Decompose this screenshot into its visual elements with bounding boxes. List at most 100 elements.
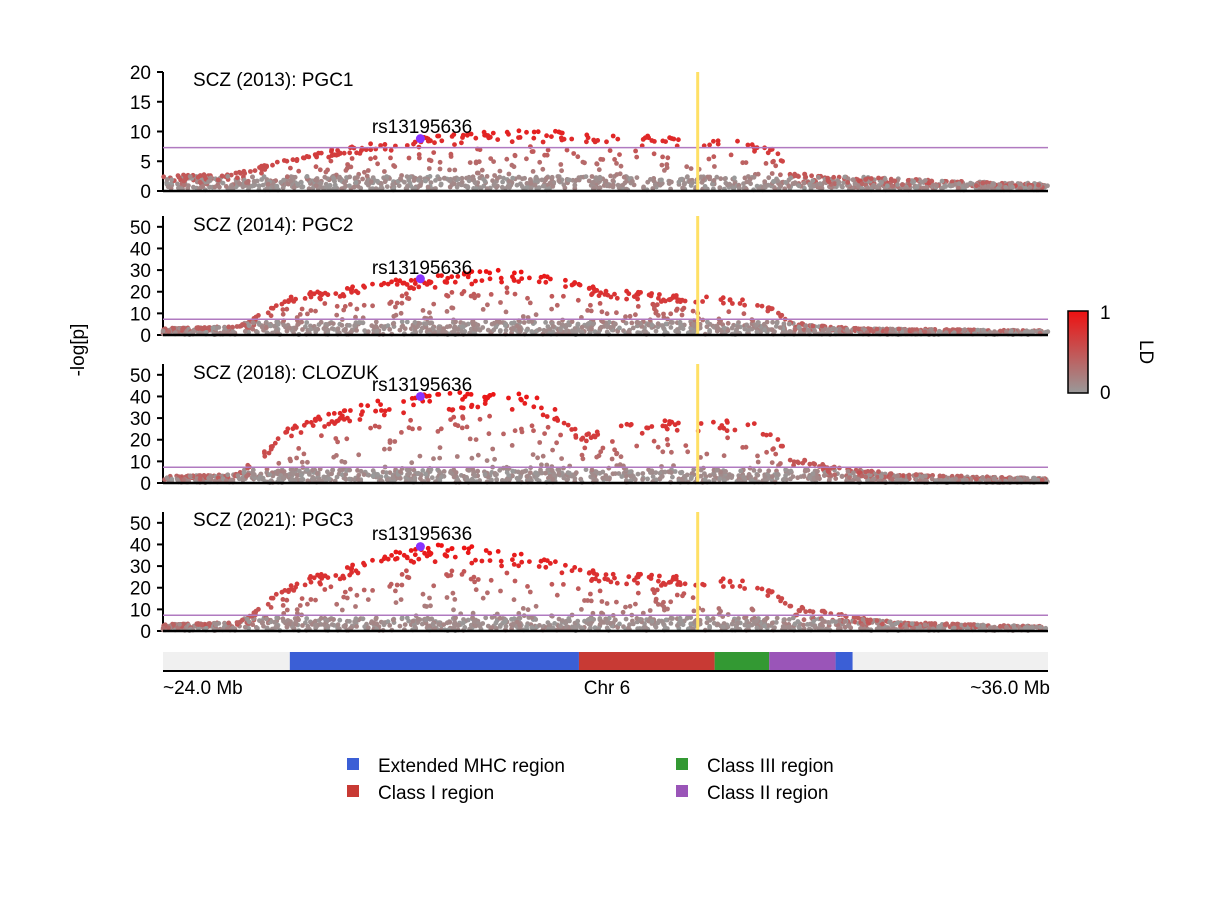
snp-point bbox=[359, 412, 364, 417]
snp-points bbox=[161, 128, 1050, 193]
snp-point bbox=[659, 474, 665, 479]
snp-point bbox=[590, 321, 596, 327]
snp-point bbox=[769, 327, 775, 333]
snp-point bbox=[497, 328, 503, 334]
snp-point bbox=[290, 426, 296, 432]
snp-point bbox=[997, 328, 1003, 334]
snp-point bbox=[623, 314, 628, 320]
snp-point bbox=[613, 321, 618, 327]
snp-point bbox=[242, 328, 248, 334]
snp-point bbox=[355, 183, 361, 189]
snp-point bbox=[665, 155, 671, 161]
snp-point bbox=[322, 174, 328, 180]
snp-point bbox=[479, 558, 485, 564]
snp-point bbox=[783, 180, 788, 185]
snp-point bbox=[649, 322, 655, 328]
snp-point bbox=[288, 165, 293, 171]
snp-point bbox=[448, 151, 454, 157]
snp-point bbox=[596, 167, 602, 173]
snp-point bbox=[312, 152, 318, 158]
snp-point bbox=[509, 139, 515, 145]
snp-point bbox=[974, 476, 979, 482]
snp-point bbox=[469, 455, 475, 461]
snp-point bbox=[252, 168, 258, 174]
snp-point bbox=[943, 184, 948, 189]
y-tick-label: 10 bbox=[130, 304, 151, 325]
snp-point bbox=[372, 155, 378, 161]
snp-point bbox=[746, 327, 752, 333]
snp-point bbox=[755, 585, 760, 591]
snp-point bbox=[331, 175, 336, 181]
snp-point bbox=[308, 579, 314, 585]
snp-point bbox=[940, 473, 946, 479]
snp-point bbox=[251, 178, 257, 184]
snp-point bbox=[462, 625, 468, 630]
snp-point bbox=[892, 178, 898, 184]
snp-point bbox=[553, 128, 558, 134]
snp-point bbox=[795, 475, 801, 481]
snp-point bbox=[600, 475, 606, 481]
snp-point bbox=[487, 413, 492, 419]
snp-point bbox=[745, 422, 751, 428]
snp-point bbox=[975, 327, 981, 333]
snp-point bbox=[342, 589, 348, 595]
snp-point bbox=[471, 322, 476, 328]
snp-point bbox=[574, 329, 579, 335]
snp-point bbox=[231, 330, 237, 335]
snp-point bbox=[304, 419, 310, 425]
snp-point bbox=[483, 319, 489, 325]
snp-point bbox=[660, 154, 665, 160]
snp-point bbox=[556, 320, 562, 326]
snp-point bbox=[370, 473, 376, 479]
snp-point bbox=[385, 281, 391, 287]
snp-point bbox=[467, 160, 473, 166]
snp-point bbox=[444, 280, 450, 285]
snp-point bbox=[302, 296, 308, 301]
snp-point bbox=[504, 285, 510, 291]
snp-point bbox=[225, 472, 231, 478]
snp-point bbox=[626, 574, 632, 580]
snp-point bbox=[525, 295, 530, 301]
snp-point bbox=[425, 184, 431, 190]
snp-point bbox=[774, 320, 780, 326]
snp-point bbox=[722, 469, 728, 475]
snp-point bbox=[490, 392, 496, 397]
snp-point bbox=[559, 570, 565, 576]
snp-point bbox=[264, 325, 269, 331]
snp-point bbox=[427, 595, 432, 601]
snp-point bbox=[353, 288, 359, 294]
snp-point bbox=[288, 178, 293, 183]
snp-point bbox=[262, 449, 267, 454]
snp-point bbox=[473, 437, 479, 442]
snp-point bbox=[465, 131, 471, 137]
snp-point bbox=[727, 472, 732, 477]
snp-point bbox=[449, 134, 455, 139]
snp-point bbox=[494, 472, 499, 477]
snp-point bbox=[408, 417, 413, 423]
snp-point bbox=[671, 293, 676, 299]
snp-point bbox=[575, 321, 581, 327]
snp-point bbox=[682, 581, 688, 587]
snp-point bbox=[365, 168, 371, 173]
snp-point bbox=[974, 183, 979, 189]
snp-point bbox=[348, 586, 353, 592]
snp-point bbox=[796, 183, 802, 189]
snp-point bbox=[512, 270, 517, 276]
snp-point bbox=[651, 178, 657, 184]
snp-point bbox=[423, 178, 428, 184]
snp-point bbox=[456, 181, 462, 187]
snp-point bbox=[308, 294, 314, 300]
snp-point bbox=[586, 286, 592, 291]
snp-point bbox=[330, 321, 336, 326]
snp-point bbox=[825, 468, 831, 474]
snp-point bbox=[362, 562, 367, 568]
snp-point bbox=[533, 603, 539, 609]
snp-point bbox=[265, 181, 271, 187]
snp-point bbox=[980, 180, 986, 186]
snp-point bbox=[529, 329, 535, 334]
snp-point bbox=[482, 472, 488, 477]
snp-point bbox=[535, 455, 540, 461]
snp-point bbox=[868, 176, 874, 181]
snp-point bbox=[579, 607, 584, 612]
